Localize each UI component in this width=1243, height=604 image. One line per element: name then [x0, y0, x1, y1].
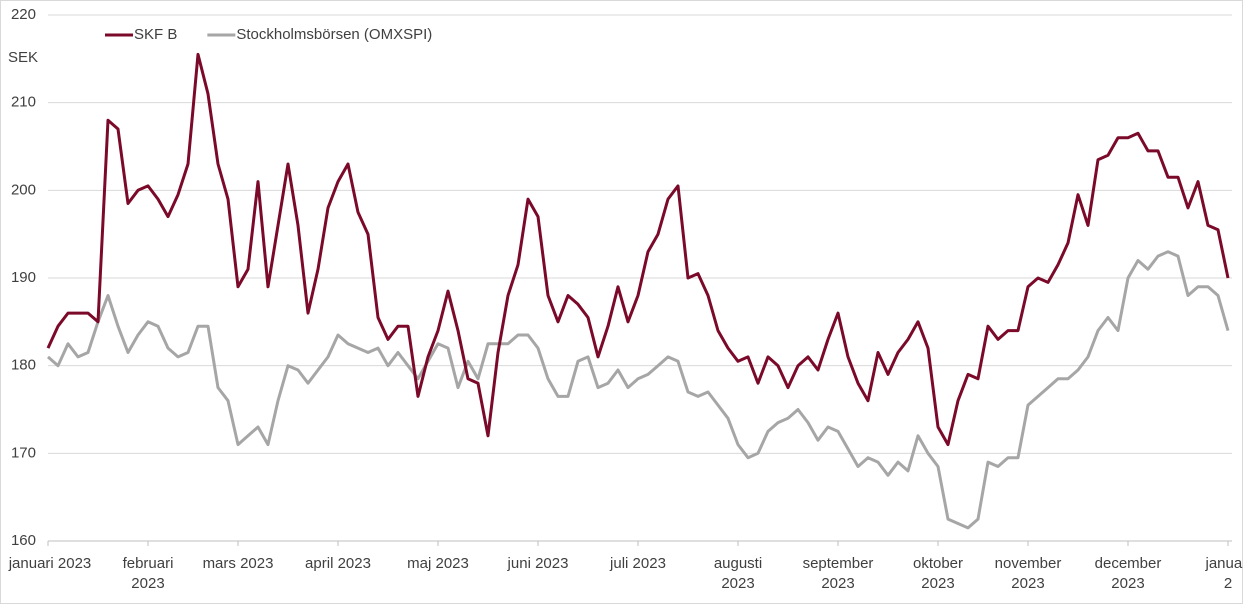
series-line [47, 250, 1230, 530]
x-tick-label: december 2023 [1094, 555, 1162, 592]
x-tick-label: juni 2023 [507, 555, 569, 572]
legend-label: Stockholmsbörsen (OMXSPI) [236, 26, 432, 43]
x-tick-label: februari 2023 [122, 555, 174, 592]
y-tick-label: 170 [11, 444, 36, 461]
x-tick-label: mars 2023 [202, 555, 274, 572]
x-tick-label: augusti 2023 [713, 555, 763, 592]
legend-label: SKF B [134, 26, 177, 43]
x-tick-label: april 2023 [305, 555, 371, 572]
x-tick-label: oktober 2023 [912, 555, 964, 592]
y-tick-label: 210 [11, 94, 36, 111]
x-tick-label: juli 2023 [610, 555, 666, 572]
x-tick-label: januari 2023 [8, 555, 92, 572]
y-tick-label: 190 [11, 269, 36, 286]
x-tick-label: november 2023 [994, 555, 1062, 592]
x-tick-label: september 2023 [802, 555, 874, 592]
y-tick-label: 180 [11, 357, 36, 374]
y-axis-label: SEK [8, 49, 38, 66]
y-tick-label: 160 [11, 532, 36, 549]
x-tick-label: januari 2 [1205, 555, 1243, 592]
x-tick-label: maj 2023 [407, 555, 469, 572]
series-line [46, 52, 1230, 447]
y-tick-label: 200 [11, 181, 36, 198]
y-tick-label: 220 [11, 6, 36, 23]
